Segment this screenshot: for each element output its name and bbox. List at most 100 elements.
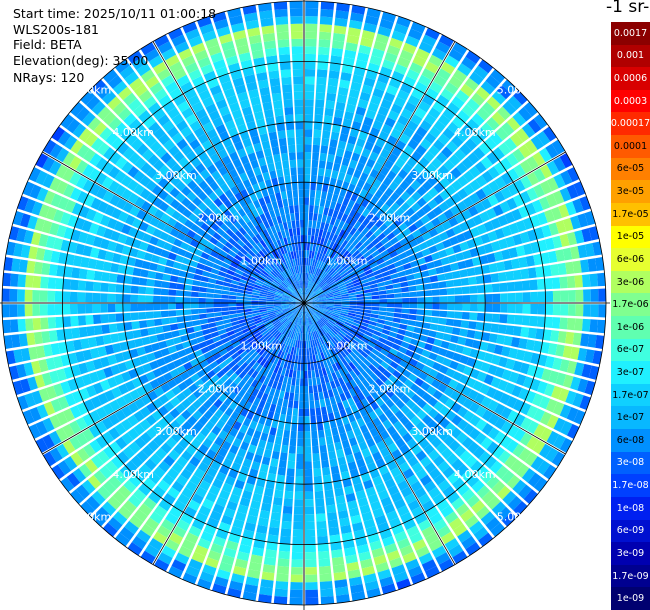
range-gate <box>175 296 184 303</box>
range-gate <box>414 487 427 499</box>
range-gate <box>317 337 323 346</box>
range-gate <box>467 152 480 165</box>
range-gate <box>48 330 58 343</box>
range-gate <box>322 474 332 484</box>
range-gate <box>369 444 379 455</box>
range-gate <box>415 468 428 480</box>
range-gate <box>394 293 402 298</box>
range-gate <box>207 550 222 562</box>
range-gate <box>420 270 430 278</box>
range-gate <box>348 294 357 299</box>
range-gate <box>252 413 261 423</box>
range-gate <box>359 361 368 371</box>
range-gate <box>298 317 301 326</box>
range-gate <box>383 324 392 331</box>
range-gate <box>553 417 566 433</box>
range-gate <box>575 289 584 302</box>
range-gate <box>361 370 370 380</box>
range-gate <box>369 55 383 66</box>
range-gate <box>433 120 446 133</box>
range-gate <box>320 452 329 461</box>
range-gate <box>542 126 557 142</box>
range-gate <box>340 291 349 295</box>
range-gate <box>359 407 368 418</box>
range-gate <box>507 303 516 314</box>
range-gate <box>321 335 327 344</box>
range-gate <box>341 213 349 223</box>
range-gate <box>457 260 467 270</box>
range-gate <box>480 156 493 170</box>
range-gate <box>427 396 438 407</box>
range-gate <box>345 492 356 503</box>
range-gate <box>168 289 177 296</box>
range-gate <box>379 193 390 203</box>
range-gate <box>424 254 434 263</box>
range-gate <box>445 280 455 288</box>
range-gate <box>323 334 329 343</box>
range-gate <box>341 296 350 299</box>
range-gate <box>353 229 361 239</box>
range-gate <box>250 500 261 510</box>
range-gate <box>337 282 346 288</box>
range-gate <box>500 435 513 449</box>
ray <box>304 303 606 334</box>
range-gate <box>308 324 312 333</box>
range-gate <box>484 455 497 469</box>
range-gate <box>432 492 446 506</box>
range-gate <box>386 335 396 343</box>
range-gate <box>291 551 303 560</box>
range-gate <box>414 377 424 387</box>
ray <box>304 303 426 585</box>
range-gate <box>312 314 319 322</box>
range-gate <box>383 275 392 282</box>
range-gate <box>402 354 412 363</box>
range-gate <box>400 202 411 212</box>
range-gate <box>227 468 239 479</box>
range-gate <box>315 505 326 515</box>
range-gate <box>445 246 455 256</box>
range-gate <box>376 341 385 348</box>
range-gate <box>293 347 297 356</box>
range-gate <box>440 61 456 75</box>
range-gate <box>345 103 356 114</box>
range-gate <box>291 423 298 432</box>
range-gate <box>380 383 390 393</box>
range-gate <box>279 54 291 63</box>
range-gate <box>565 201 577 216</box>
range-gate <box>456 483 470 496</box>
range-gate <box>359 188 368 199</box>
range-gate <box>409 383 420 393</box>
range-gate <box>462 250 472 260</box>
range-gate <box>355 106 367 117</box>
range-gate <box>420 456 432 468</box>
range-gate <box>386 298 395 303</box>
range-gate <box>292 536 303 545</box>
ray <box>304 303 381 599</box>
range-gate <box>414 107 427 119</box>
range-gate <box>292 53 303 62</box>
range-gate <box>540 341 550 354</box>
range-gate <box>536 130 551 146</box>
range-gate <box>319 261 325 270</box>
range-gate <box>242 417 252 427</box>
range-gate <box>145 311 154 319</box>
range-gate <box>309 292 316 299</box>
range-gate <box>328 184 335 194</box>
range-gate <box>485 74 501 89</box>
range-gate <box>309 293 317 299</box>
range-gate <box>415 420 427 432</box>
range-gate <box>523 243 533 255</box>
range-gate <box>334 244 341 253</box>
range-gate <box>323 313 331 318</box>
range-gate <box>480 511 496 526</box>
range-gate <box>389 360 399 370</box>
range-gate <box>453 319 462 328</box>
range-gate <box>546 414 559 429</box>
range-gate <box>506 396 518 409</box>
range-gate <box>301 250 304 258</box>
range-gate <box>490 376 502 389</box>
range-gate <box>318 206 324 215</box>
range-gate <box>306 280 309 289</box>
range-gate <box>411 462 424 474</box>
range-gate <box>190 291 199 298</box>
